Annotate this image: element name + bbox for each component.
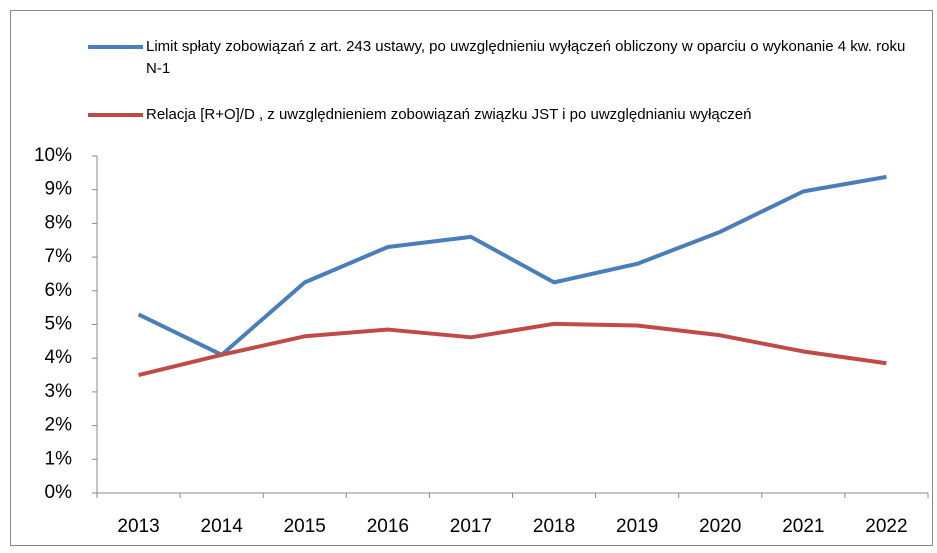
chart-frame: [10, 10, 933, 546]
x-tick-label: 2017: [450, 516, 492, 537]
y-tick-label: 6%: [45, 280, 73, 301]
y-tick-label: 2%: [45, 415, 73, 436]
legend-label: Limit spłaty zobowiązań z art. 243 ustaw…: [146, 38, 906, 77]
y-tick-label: 5%: [45, 314, 73, 335]
x-tick-label: 2014: [201, 516, 244, 537]
x-tick-label: 2020: [699, 516, 741, 537]
x-tick-label: 2019: [616, 516, 658, 537]
x-tick-label: 2013: [117, 516, 159, 537]
y-tick-label: 0%: [45, 482, 73, 503]
legend-label: Relacja [R+O]/D , z uwzględnieniem zobow…: [146, 106, 752, 123]
y-tick-label: 4%: [45, 347, 73, 368]
x-tick-label: 2021: [782, 516, 824, 537]
y-tick-label: 9%: [45, 179, 73, 200]
series-line: [137, 174, 887, 357]
x-tick-label: 2018: [533, 516, 575, 537]
y-tick-label: 10%: [34, 145, 72, 166]
x-tick-label: 2015: [284, 516, 326, 537]
y-tick-label: 7%: [45, 246, 73, 267]
legend-entry: Relacja [R+O]/D , z uwzględnieniem zobow…: [146, 106, 752, 123]
series-line: [138, 321, 887, 377]
legend-entry: Limit spłaty zobowiązań z art. 243 ustaw…: [146, 38, 906, 77]
y-tick-label: 3%: [45, 381, 73, 402]
y-tick-label: 8%: [45, 212, 73, 233]
y-tick-label: 1%: [45, 448, 73, 469]
x-tick-label: 2016: [367, 516, 409, 537]
x-tick-label: 2022: [865, 516, 907, 537]
